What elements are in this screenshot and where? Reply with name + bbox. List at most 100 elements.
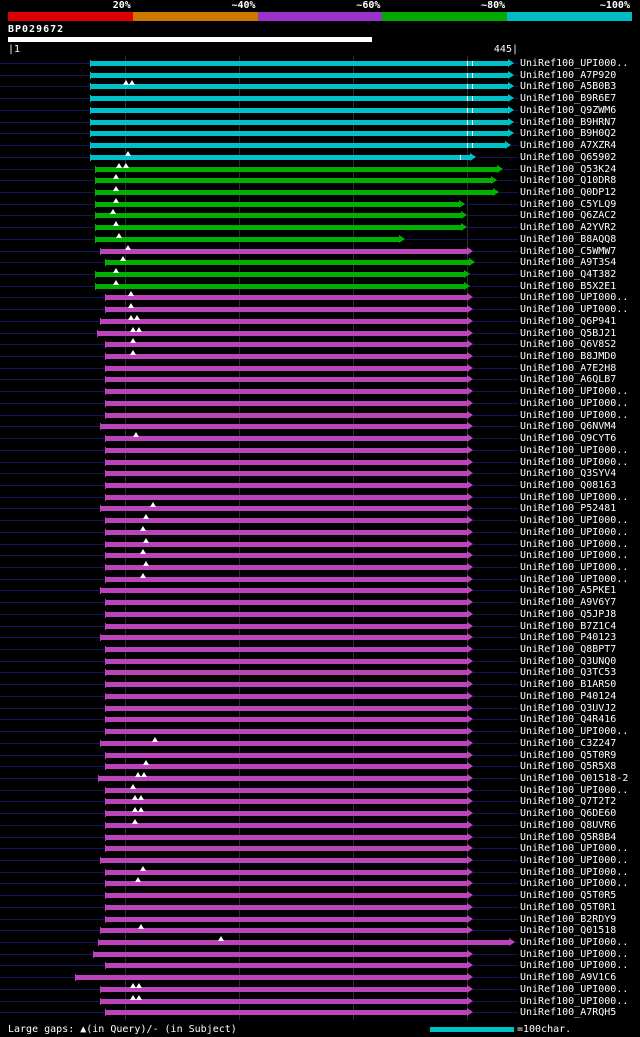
alignment-bar[interactable]: [105, 525, 473, 536]
alignment-bar[interactable]: [105, 750, 473, 759]
hit-label[interactable]: UniRef100_P52481: [520, 503, 617, 515]
hit-label[interactable]: UniRef100_B8JMD0: [520, 351, 617, 362]
alignment-bar[interactable]: [75, 973, 473, 982]
hit-label[interactable]: UniRef100_UPI000..: [520, 444, 629, 456]
hit-label[interactable]: UniRef100_Q5BJ21: [520, 327, 617, 339]
hit-label[interactable]: UniRef100_UPI000..: [520, 550, 629, 562]
hit-label[interactable]: UniRef100_UPI000..: [520, 726, 629, 737]
hit-label[interactable]: UniRef100_UPI000..: [520, 515, 629, 527]
hit-label[interactable]: UniRef100_Q5R8B4: [520, 831, 617, 843]
alignment-bar[interactable]: [105, 691, 473, 700]
hit-label[interactable]: UniRef100_Q01518: [520, 925, 617, 937]
alignment-bar[interactable]: [95, 221, 467, 232]
alignment-bar[interactable]: [95, 185, 499, 196]
alignment-bar[interactable]: [100, 502, 473, 513]
alignment-bar[interactable]: [105, 807, 473, 818]
hit-label[interactable]: UniRef100_A2YVR2: [520, 222, 617, 234]
hit-label[interactable]: UniRef100_Q5R5X8: [520, 761, 617, 773]
hit-label[interactable]: UniRef100_A9V6Y7: [520, 597, 617, 609]
hit-label[interactable]: UniRef100_UPI000..: [520, 491, 629, 503]
hit-label[interactable]: UniRef100_Q3TC53: [520, 667, 617, 679]
hit-label[interactable]: UniRef100_Q5JPJ8: [520, 608, 617, 620]
alignment-bar[interactable]: [105, 537, 473, 548]
hit-label[interactable]: UniRef100_Q3UNQ0: [520, 655, 617, 667]
hit-label[interactable]: UniRef100_Q53K24: [520, 163, 617, 175]
alignment-bar[interactable]: [105, 621, 473, 630]
hit-label[interactable]: UniRef100_Q6P941: [520, 315, 617, 327]
alignment-bar[interactable]: [93, 949, 473, 958]
alignment-bar[interactable]: [105, 760, 473, 771]
alignment-bar[interactable]: [90, 70, 514, 79]
hit-label[interactable]: UniRef100_UPI000..: [520, 386, 629, 398]
hit-label[interactable]: UniRef100_UPI000..: [520, 526, 629, 538]
hit-label[interactable]: UniRef100_UPI000..: [520, 456, 629, 468]
hit-label[interactable]: UniRef100_B2RDY9: [520, 913, 617, 925]
alignment-bar[interactable]: [95, 268, 470, 278]
hit-label[interactable]: UniRef100_Q10DR8: [520, 175, 617, 187]
alignment-bar[interactable]: [105, 795, 473, 806]
hit-label[interactable]: UniRef100_Q8BPT7: [520, 644, 617, 655]
hit-label[interactable]: UniRef100_B8AQQ8: [520, 233, 617, 245]
hit-label[interactable]: UniRef100_UPI000..: [520, 784, 629, 796]
alignment-bar[interactable]: [98, 936, 515, 946]
alignment-bar[interactable]: [105, 877, 473, 888]
alignment-bar[interactable]: [105, 291, 473, 302]
hit-label[interactable]: UniRef100_Q6NVM4: [520, 421, 617, 433]
alignment-bar[interactable]: [105, 668, 473, 677]
alignment-bar[interactable]: [100, 994, 473, 1005]
alignment-bar[interactable]: [105, 457, 473, 466]
alignment-bar[interactable]: [105, 961, 473, 970]
hit-label[interactable]: UniRef100_P40123: [520, 632, 617, 644]
alignment-bar[interactable]: [105, 783, 473, 794]
hit-label[interactable]: UniRef100_Q4T382: [520, 269, 617, 280]
hit-label[interactable]: UniRef100_UPI000..: [520, 58, 629, 69]
hit-label[interactable]: UniRef100_Q0DP12: [520, 186, 617, 198]
alignment-bar[interactable]: [105, 375, 473, 384]
hit-label[interactable]: UniRef100_B7Z1C4: [520, 620, 617, 632]
alignment-bar[interactable]: [100, 586, 473, 595]
hit-label[interactable]: UniRef100_C5WMW7: [520, 245, 617, 257]
hit-label[interactable]: UniRef100_B9H0Q2: [520, 128, 617, 140]
alignment-bar[interactable]: [90, 94, 514, 103]
alignment-bar[interactable]: [105, 303, 473, 314]
alignment-bar[interactable]: [95, 174, 497, 185]
alignment-bar[interactable]: [105, 680, 473, 689]
hit-label[interactable]: UniRef100_Q5T0R5: [520, 890, 617, 902]
hit-label[interactable]: UniRef100_UPI000..: [520, 983, 629, 995]
alignment-bar[interactable]: [95, 209, 467, 220]
alignment-bar[interactable]: [105, 914, 473, 923]
alignment-bar[interactable]: [105, 398, 473, 407]
alignment-bar[interactable]: [90, 117, 514, 126]
hit-label[interactable]: UniRef100_UPI000..: [520, 960, 629, 972]
hit-label[interactable]: UniRef100_UPI000..: [520, 573, 629, 585]
alignment-bar[interactable]: [100, 736, 473, 747]
hit-label[interactable]: UniRef100_Q6ZAC2: [520, 210, 617, 222]
hit-label[interactable]: UniRef100_B5X2E1: [520, 280, 617, 292]
alignment-bar[interactable]: [105, 492, 473, 501]
hit-label[interactable]: UniRef100_UPI000..: [520, 409, 629, 421]
alignment-bar[interactable]: [105, 818, 473, 829]
alignment-bar[interactable]: [95, 197, 465, 208]
alignment-bar[interactable]: [105, 865, 473, 876]
hit-label[interactable]: UniRef100_Q6DE60: [520, 808, 617, 820]
hit-label[interactable]: UniRef100_UPI000..: [520, 397, 629, 409]
alignment-bar[interactable]: [90, 80, 514, 91]
hit-label[interactable]: UniRef100_Q65902: [520, 151, 617, 163]
alignment-bar[interactable]: [95, 279, 470, 290]
hit-label[interactable]: UniRef100_B9HRN7: [520, 116, 617, 128]
hit-label[interactable]: UniRef100_UPI000..: [520, 843, 629, 855]
hit-label[interactable]: UniRef100_UPI000..: [520, 948, 629, 960]
hit-label[interactable]: UniRef100_UPI000..: [520, 878, 629, 890]
hit-label[interactable]: UniRef100_UPI000..: [520, 937, 629, 948]
alignment-bar[interactable]: [100, 633, 473, 642]
hit-label[interactable]: UniRef100_UPI000..: [520, 538, 629, 550]
hit-label[interactable]: UniRef100_B1ARS0: [520, 679, 617, 691]
hit-label[interactable]: UniRef100_C5YLQ9: [520, 198, 617, 210]
hit-label[interactable]: UniRef100_A7E2H8: [520, 362, 617, 374]
hit-label[interactable]: UniRef100_C3Z247: [520, 737, 617, 749]
alignment-bar[interactable]: [100, 982, 473, 993]
alignment-bar[interactable]: [105, 480, 473, 489]
alignment-bar[interactable]: [105, 445, 473, 454]
alignment-bar[interactable]: [90, 141, 511, 149]
alignment-bar[interactable]: [105, 514, 473, 525]
